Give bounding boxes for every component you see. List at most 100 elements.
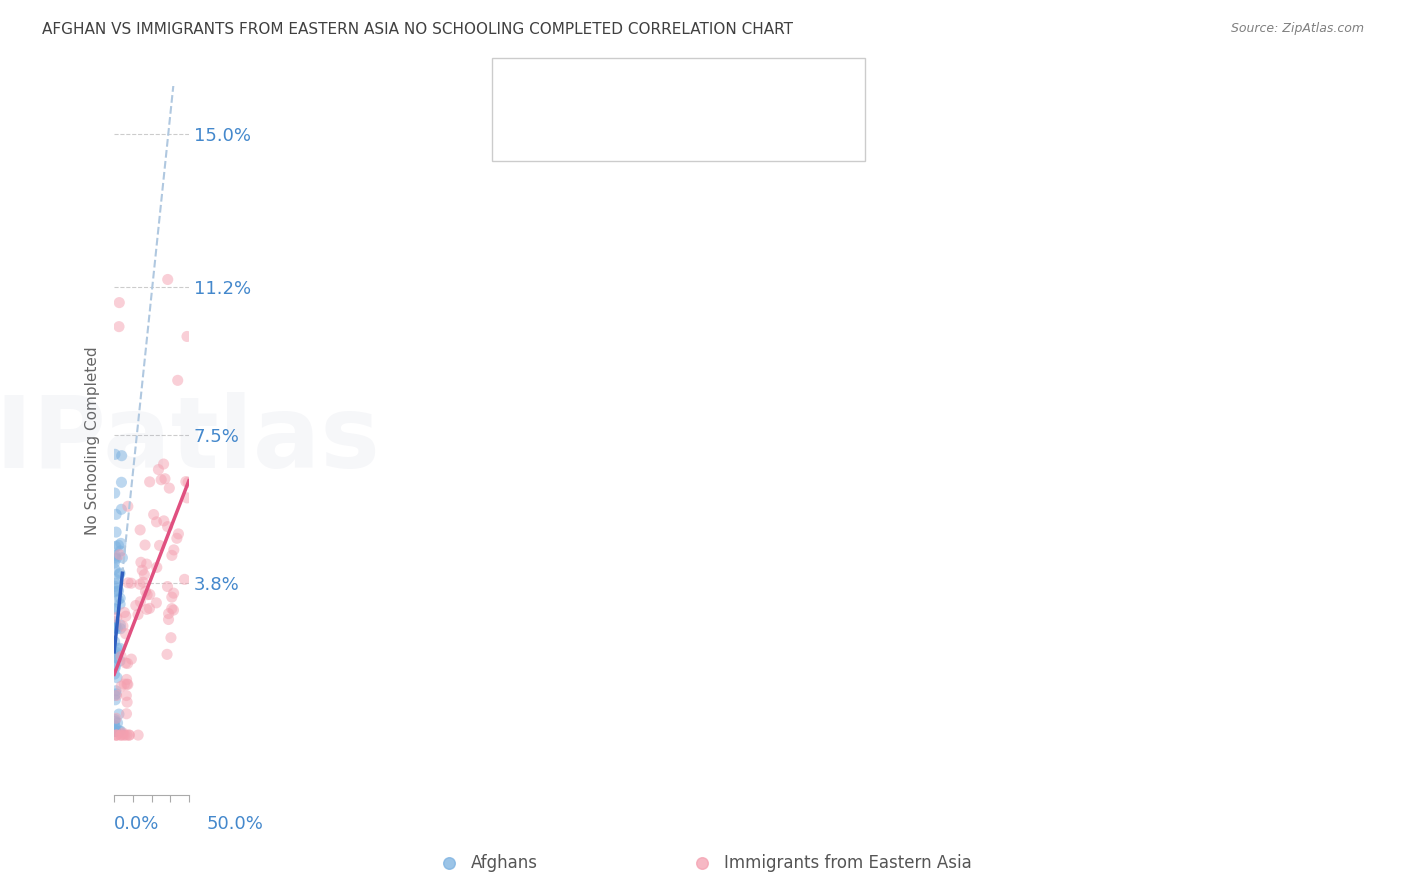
Point <box>110 728 132 742</box>
Point <box>104 562 127 576</box>
Point <box>160 549 183 563</box>
Point <box>103 556 125 570</box>
Point <box>142 508 165 522</box>
Point <box>108 548 131 562</box>
Point <box>136 588 159 602</box>
Point <box>103 724 125 739</box>
Point <box>111 449 134 463</box>
Point <box>118 728 141 742</box>
Point <box>104 550 127 565</box>
Point <box>104 658 127 673</box>
Point <box>173 573 195 587</box>
Point <box>153 472 176 486</box>
Point <box>114 728 136 742</box>
Point <box>117 657 139 671</box>
Point <box>153 514 176 528</box>
Point <box>107 592 129 607</box>
Point <box>104 724 127 739</box>
Point <box>108 591 131 606</box>
Point <box>110 679 132 693</box>
Point <box>114 609 136 624</box>
Text: ZIPatlas: ZIPatlas <box>0 392 380 490</box>
Point <box>108 707 131 722</box>
Point <box>104 549 127 563</box>
Point <box>104 620 127 634</box>
Point <box>690 856 713 871</box>
Point <box>174 475 197 489</box>
Text: 0.587: 0.587 <box>598 110 655 128</box>
Point <box>125 599 148 613</box>
Point <box>105 728 128 742</box>
Text: N =: N = <box>668 110 707 128</box>
Point <box>138 601 160 615</box>
Text: AFGHAN VS IMMIGRANTS FROM EASTERN ASIA NO SCHOOLING COMPLETED CORRELATION CHART: AFGHAN VS IMMIGRANTS FROM EASTERN ASIA N… <box>42 22 793 37</box>
Point <box>105 728 128 742</box>
Point <box>134 567 156 582</box>
Point <box>117 500 139 514</box>
Point <box>103 718 125 732</box>
Point <box>127 728 149 742</box>
Point <box>145 515 167 529</box>
Point <box>104 576 127 591</box>
Point <box>129 523 152 537</box>
Point <box>148 462 170 476</box>
Point <box>120 652 142 666</box>
Point <box>104 724 127 739</box>
Point <box>129 577 152 591</box>
Point <box>117 575 139 590</box>
Point <box>139 587 162 601</box>
Point <box>115 706 138 721</box>
Point <box>104 713 127 727</box>
Point <box>111 550 134 565</box>
Point <box>117 677 139 691</box>
Point <box>110 544 132 558</box>
Point <box>104 688 127 702</box>
Point <box>112 726 135 740</box>
Point <box>156 519 179 533</box>
Point <box>110 536 132 550</box>
Point <box>104 618 127 632</box>
Point <box>150 473 173 487</box>
Text: R =: R = <box>567 76 606 94</box>
Point <box>176 329 198 343</box>
Point <box>108 566 131 580</box>
Point <box>104 621 127 635</box>
Point <box>134 538 156 552</box>
Text: N =: N = <box>668 76 707 94</box>
Point <box>115 689 138 703</box>
Text: R =: R = <box>567 110 606 128</box>
Point <box>157 607 180 621</box>
Point <box>104 634 127 648</box>
Point <box>160 590 183 604</box>
Point <box>135 602 157 616</box>
Point <box>107 583 129 598</box>
Point <box>105 641 128 656</box>
Point <box>105 711 128 725</box>
Point <box>162 603 184 617</box>
Point <box>129 555 152 569</box>
Point <box>105 671 128 685</box>
Point <box>103 615 125 629</box>
Point <box>110 728 132 742</box>
Point <box>103 724 125 739</box>
Y-axis label: No Schooling Completed: No Schooling Completed <box>86 346 100 535</box>
Text: Immigrants from Eastern Asia: Immigrants from Eastern Asia <box>724 854 972 871</box>
Point <box>105 728 128 742</box>
Point <box>110 502 132 516</box>
Point <box>105 508 128 522</box>
Point <box>112 606 135 620</box>
Point <box>437 856 460 871</box>
Point <box>104 583 127 598</box>
Point <box>108 567 131 582</box>
Point <box>105 687 128 701</box>
Point <box>104 724 127 739</box>
Point <box>107 538 129 552</box>
Point <box>104 540 127 554</box>
Point <box>104 660 127 674</box>
Point <box>162 586 184 600</box>
Point <box>111 619 134 633</box>
Point <box>110 622 132 636</box>
Point <box>108 597 131 611</box>
Point <box>156 648 179 662</box>
Point <box>177 475 200 490</box>
